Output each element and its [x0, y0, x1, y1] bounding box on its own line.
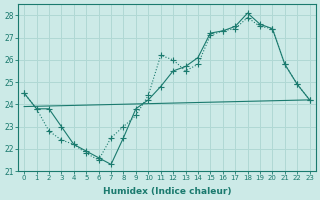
X-axis label: Humidex (Indice chaleur): Humidex (Indice chaleur): [103, 187, 231, 196]
